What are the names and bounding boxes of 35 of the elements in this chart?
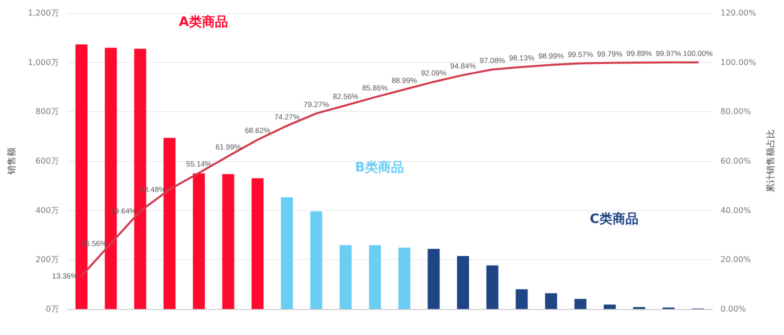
y-tick-label: 1,200万 — [28, 8, 59, 18]
y-axis-title: 销售额 — [6, 148, 18, 176]
y2-tick-label: 80.00% — [720, 107, 752, 116]
bar — [486, 265, 498, 309]
bar — [604, 304, 616, 309]
bar — [457, 256, 470, 309]
bar — [398, 248, 410, 309]
bar — [192, 173, 205, 309]
y-tick-label: 1,000万 — [28, 58, 59, 67]
y-tick-label: 200万 — [36, 255, 59, 264]
y-tick-label: 800万 — [36, 107, 59, 116]
y-tick-label: 400万 — [36, 206, 59, 215]
y2-tick-label: 40.00% — [720, 206, 752, 215]
y2-tick-label: 100.00% — [720, 58, 756, 67]
text: A类商品 — [178, 14, 228, 30]
bar — [428, 248, 440, 309]
y2-tick-label: 0.00% — [720, 304, 746, 314]
bar — [368, 245, 381, 309]
bar — [310, 211, 322, 309]
bar — [252, 178, 264, 309]
y-tick-label: 0万 — [46, 304, 59, 314]
bar — [280, 197, 293, 309]
bar — [516, 289, 528, 309]
y2-axis-title: 累计销售额占比 — [766, 130, 776, 192]
bar — [340, 245, 352, 309]
y-tick-label: 600万 — [36, 156, 59, 166]
text: C类商品 — [590, 210, 638, 227]
y2-tick-label: 120.00% — [720, 8, 756, 18]
bar — [545, 293, 558, 309]
bar — [574, 298, 586, 309]
text: B类商品 — [354, 159, 404, 176]
bar — [222, 174, 234, 309]
y2-tick-label: 60.00% — [720, 156, 752, 166]
bar — [164, 138, 176, 309]
y2-tick-label: 20.00% — [720, 255, 752, 264]
